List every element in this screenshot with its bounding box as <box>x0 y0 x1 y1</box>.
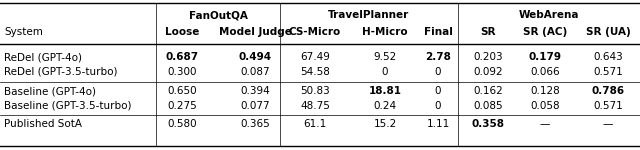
Text: 0.066: 0.066 <box>530 67 560 77</box>
Text: Model Judge: Model Judge <box>219 27 291 37</box>
Text: 0.092: 0.092 <box>473 67 503 77</box>
Text: Final: Final <box>424 27 452 37</box>
Text: FanOutQA: FanOutQA <box>189 10 248 20</box>
Text: 0.077: 0.077 <box>240 101 270 111</box>
Text: 0.494: 0.494 <box>239 52 271 62</box>
Text: 18.81: 18.81 <box>369 86 401 96</box>
Text: 1.11: 1.11 <box>426 119 450 129</box>
Text: 50.83: 50.83 <box>300 86 330 96</box>
Text: —: — <box>603 119 613 129</box>
Text: 0.580: 0.580 <box>167 119 197 129</box>
Text: 0.275: 0.275 <box>167 101 197 111</box>
Text: Baseline (GPT-3.5-turbo): Baseline (GPT-3.5-turbo) <box>4 101 131 111</box>
Text: 2.78: 2.78 <box>425 52 451 62</box>
Text: 9.52: 9.52 <box>373 52 397 62</box>
Text: SR: SR <box>480 27 496 37</box>
Text: —: — <box>540 119 550 129</box>
Text: System: System <box>4 27 43 37</box>
Text: 0.687: 0.687 <box>165 52 198 62</box>
Text: 0.650: 0.650 <box>167 86 197 96</box>
Text: 0.128: 0.128 <box>530 86 560 96</box>
Text: 0.162: 0.162 <box>473 86 503 96</box>
Text: 0.365: 0.365 <box>240 119 270 129</box>
Text: 0.058: 0.058 <box>530 101 560 111</box>
Text: 54.58: 54.58 <box>300 67 330 77</box>
Text: 0.571: 0.571 <box>593 101 623 111</box>
Text: Published SotA: Published SotA <box>4 119 82 129</box>
Text: TravelPlanner: TravelPlanner <box>328 10 410 20</box>
Text: 0.087: 0.087 <box>240 67 270 77</box>
Text: 48.75: 48.75 <box>300 101 330 111</box>
Text: 0.179: 0.179 <box>529 52 561 62</box>
Text: ReDel (GPT-4o): ReDel (GPT-4o) <box>4 52 82 62</box>
Text: Baseline (GPT-4o): Baseline (GPT-4o) <box>4 86 96 96</box>
Text: 0.203: 0.203 <box>473 52 503 62</box>
Text: 0: 0 <box>435 101 441 111</box>
Text: 0.085: 0.085 <box>473 101 503 111</box>
Text: 0.358: 0.358 <box>472 119 504 129</box>
Text: Loose: Loose <box>165 27 199 37</box>
Text: H-Micro: H-Micro <box>362 27 408 37</box>
Text: 0.571: 0.571 <box>593 67 623 77</box>
Text: 67.49: 67.49 <box>300 52 330 62</box>
Text: 15.2: 15.2 <box>373 119 397 129</box>
Text: CS-Micro: CS-Micro <box>289 27 341 37</box>
Text: 0: 0 <box>435 67 441 77</box>
Text: 0: 0 <box>435 86 441 96</box>
Text: 0.300: 0.300 <box>167 67 196 77</box>
Text: WebArena: WebArena <box>519 10 579 20</box>
Text: 0.643: 0.643 <box>593 52 623 62</box>
Text: 61.1: 61.1 <box>303 119 326 129</box>
Text: 0.786: 0.786 <box>591 86 625 96</box>
Text: SR (UA): SR (UA) <box>586 27 630 37</box>
Text: 0: 0 <box>381 67 388 77</box>
Text: 0.24: 0.24 <box>373 101 397 111</box>
Text: SR (AC): SR (AC) <box>523 27 567 37</box>
Text: ReDel (GPT-3.5-turbo): ReDel (GPT-3.5-turbo) <box>4 67 118 77</box>
Text: 0.394: 0.394 <box>240 86 270 96</box>
